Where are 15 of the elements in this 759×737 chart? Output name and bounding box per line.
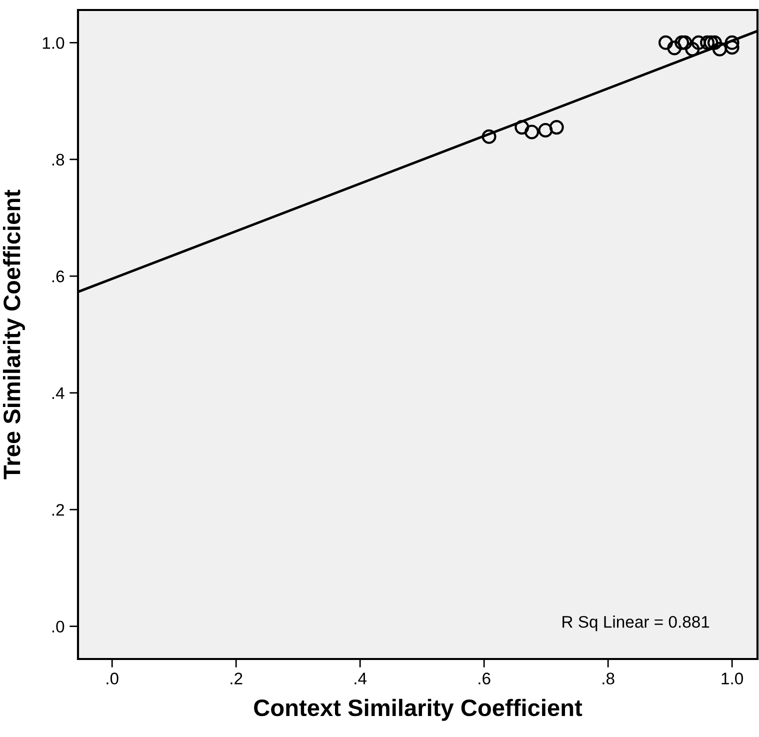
x-tick-label: .0	[106, 672, 118, 684]
x-axis-title: Context Similarity Coefficient	[254, 698, 582, 721]
y-tick-label: .0	[52, 620, 64, 633]
x-tick-label: .8	[602, 672, 614, 684]
annotation: R Sq Linear = 0.881	[562, 616, 710, 632]
y-tick-label: .4	[52, 387, 64, 399]
x-tick-label: .2	[230, 672, 242, 684]
y-axis-title: Tree Similarity Coefficient	[2, 190, 25, 480]
y-tick-label: .6	[52, 270, 64, 282]
y-tick-label: .2	[52, 504, 64, 516]
x-tick-label: .6	[478, 672, 490, 684]
y-tick-label: .8	[52, 154, 64, 166]
y-tick-label: 1.0	[42, 37, 64, 49]
x-tick-label: .4	[354, 672, 367, 684]
x-tick-label: 1.0	[722, 672, 743, 684]
